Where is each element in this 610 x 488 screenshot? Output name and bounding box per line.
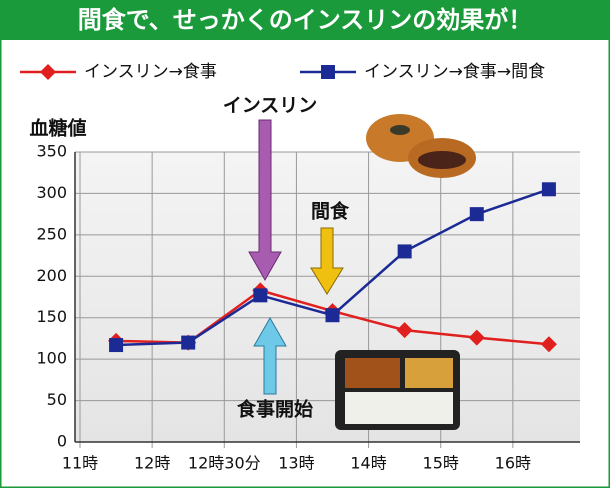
x-tick-label: 12時 <box>134 454 170 473</box>
point <box>470 207 484 221</box>
point <box>109 338 123 352</box>
plot-background <box>75 152 580 442</box>
legend-label: インスリン→食事 <box>84 62 217 82</box>
x-tick-label: 15時 <box>423 454 459 473</box>
chart-title: 間食で、せっかくのインスリンの効果が！ <box>78 6 533 34</box>
y-tick-label: 300 <box>36 183 67 202</box>
annotation: 食事開始 <box>237 398 313 421</box>
bento-image <box>335 350 460 430</box>
legend-label: インスリン→食事→間食 <box>364 62 545 82</box>
annotation: インスリン <box>223 95 318 117</box>
y-tick-label: 50 <box>47 390 67 409</box>
x-tick-label: 16時 <box>495 454 531 473</box>
x-tick-label: 12時30分 <box>188 454 261 473</box>
y-tick-label: 200 <box>36 266 67 285</box>
point <box>326 308 340 322</box>
y-tick-label: 100 <box>36 349 67 368</box>
point <box>398 244 412 258</box>
point <box>253 288 267 302</box>
y-tick-label: 150 <box>36 307 67 326</box>
plot-area <box>75 152 580 448</box>
point <box>181 336 195 350</box>
chart: 間食で、せっかくのインスリンの効果が！ 血糖値 インスリン 間食 食事開始 0 5… <box>0 0 610 488</box>
x-tick-label: 11時 <box>62 454 98 473</box>
x-tick-label: 13時 <box>278 454 314 473</box>
y-tick-label: 0 <box>57 432 67 451</box>
point <box>542 182 556 196</box>
y-tick-label: 350 <box>36 142 67 161</box>
annotation: 間食 <box>311 200 350 223</box>
y-axis-label: 血糖値 <box>29 117 86 140</box>
y-tick-label: 250 <box>36 224 67 243</box>
x-tick-label: 14時 <box>350 454 386 473</box>
point <box>321 65 335 79</box>
